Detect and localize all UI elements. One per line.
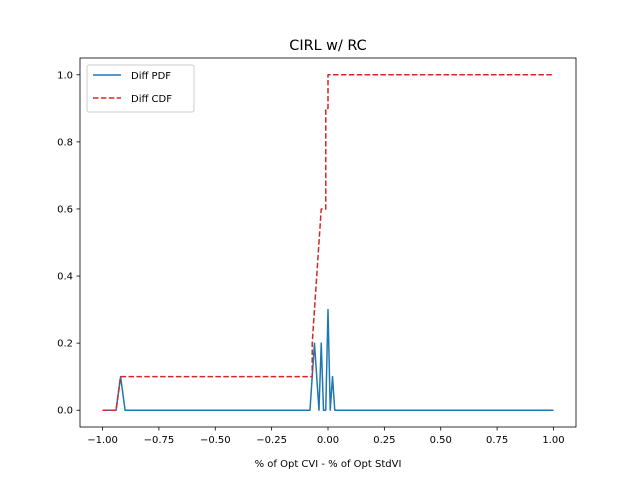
x-tick-label: 0.75 (486, 435, 508, 446)
x-tick-label: −0.75 (144, 435, 175, 446)
chart-title: CIRL w/ RC (289, 38, 366, 54)
x-tick-label: −0.25 (256, 435, 287, 446)
legend-label-diff-pdf: Diff PDF (131, 71, 171, 82)
y-axis-ticks: 0.0 0.2 0.4 0.6 0.8 1.0 (57, 70, 80, 417)
plot-area (80, 58, 576, 427)
y-tick-label: 0.2 (57, 339, 73, 350)
y-tick-label: 0.8 (57, 137, 73, 148)
legend-label-diff-cdf: Diff CDF (131, 94, 172, 105)
y-tick-label: 0.4 (57, 272, 73, 283)
y-tick-label: 0.6 (57, 204, 73, 215)
x-tick-label: 0.00 (317, 435, 339, 446)
x-axis-label: % of Opt CVI - % of Opt StdVI (255, 459, 402, 470)
x-tick-label: 0.25 (373, 435, 395, 446)
y-tick-label: 1.0 (57, 70, 73, 81)
series-line-diff-cdf (102, 74, 554, 411)
series-layer (102, 74, 554, 411)
x-tick-label: 1.00 (542, 435, 564, 446)
x-tick-label: 0.50 (430, 435, 452, 446)
x-tick-label: −1.00 (87, 435, 118, 446)
x-axis-ticks: −1.00 −0.75 −0.50 −0.25 0.00 0.25 0.50 0.75 1.00 (87, 427, 565, 446)
series-line-diff-pdf (102, 308, 554, 411)
x-tick-label: −0.50 (200, 435, 231, 446)
legend: Diff PDF Diff CDF (86, 64, 195, 113)
legend-box (86, 64, 195, 113)
y-tick-label: 0.0 (57, 406, 73, 417)
